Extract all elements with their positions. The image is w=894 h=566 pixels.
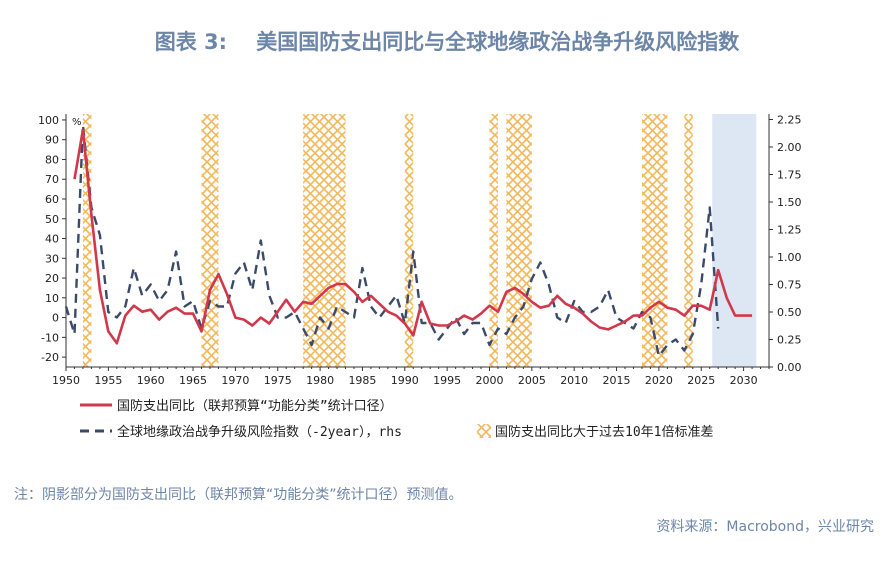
- y-right-tick-label-2.25: 2.25: [777, 114, 802, 127]
- y-right-tick-label-1.25: 1.25: [777, 224, 802, 237]
- y-right-tick-label-0.75: 0.75: [777, 279, 802, 292]
- hatch-band-1: [201, 114, 219, 367]
- x-tick-label-1980: 1980: [306, 374, 334, 387]
- x-tick-label-1975: 1975: [264, 374, 292, 387]
- legend-label-defense: 国防支出同比（联邦预算“功能分类”统计口径）: [117, 398, 393, 414]
- x-tick-label-1995: 1995: [433, 374, 461, 387]
- x-tick-label-2015: 2015: [603, 374, 631, 387]
- y-right-tick-label-0.00: 0.00: [777, 361, 802, 374]
- hatch-band-2: [303, 114, 346, 367]
- figure-note: 注：阴影部分为国防支出同比（联邦预算“功能分类”统计口径）预测值。: [14, 487, 463, 503]
- y-left-tick-label-40: 40: [45, 233, 59, 246]
- forecast-region: [712, 114, 757, 367]
- geo-risk-line: [64, 123, 720, 358]
- y-right-tick-label-2.00: 2.00: [777, 141, 802, 154]
- hatch-band-7: [684, 114, 693, 367]
- y-left-tick-label-70: 70: [45, 173, 59, 186]
- y-left-tick-label--20: -20: [41, 351, 59, 364]
- x-tick-label-1990: 1990: [391, 374, 419, 387]
- y-left-tick-label-80: 80: [45, 153, 59, 166]
- legend-label-geo-risk: 全球地缘政治战争升级风险指数（-2year），rhs: [117, 424, 402, 440]
- y-right-tick-label-1.00: 1.00: [777, 251, 802, 264]
- x-tick-label-1985: 1985: [348, 374, 376, 387]
- y-left-tick-label-20: 20: [45, 272, 59, 285]
- legend-swatch-hatch: [477, 424, 491, 438]
- y-right-tick-label-1.75: 1.75: [777, 169, 802, 182]
- legend-label-hatch: 国防支出同比大于过去10年1倍标准差: [495, 424, 713, 440]
- figure-source: 资料来源：Macrobond，兴业研究: [656, 519, 874, 535]
- y-left-tick-label-90: 90: [45, 134, 59, 147]
- hatch-band-6: [641, 114, 668, 367]
- x-tick-label-2000: 2000: [475, 374, 503, 387]
- x-tick-label-1950: 1950: [52, 374, 80, 387]
- hatch-band-5: [506, 114, 532, 367]
- y-left-tick-label-30: 30: [45, 252, 59, 265]
- y-left-tick-label--10: -10: [41, 331, 59, 344]
- y-left-tick-label-100: 100: [38, 114, 59, 127]
- figure-title: 图表 3: 美国国防支出同比与全球地缘政治战争升级风险指数: [154, 30, 740, 54]
- axes: 1950 1955 1960 1965 1970 1975 1980 1985 1990 1995…: [38, 114, 802, 388]
- y-left-tick-label-10: 10: [45, 292, 59, 305]
- y-left-tick-label-60: 60: [45, 193, 59, 206]
- x-tick-label-1955: 1955: [94, 374, 122, 387]
- x-tick-label-1970: 1970: [221, 374, 249, 387]
- x-tick-label-1965: 1965: [179, 374, 207, 387]
- forecast-shade: [712, 114, 757, 367]
- y-left-tick-label-50: 50: [45, 213, 59, 226]
- x-tick-label-2010: 2010: [560, 374, 588, 387]
- y-right-tick-label-1.50: 1.50: [777, 196, 802, 209]
- x-tick-label-1960: 1960: [137, 374, 165, 387]
- hatch-band-3: [404, 114, 414, 367]
- hatch-band-4: [489, 114, 498, 367]
- x-tick-label-2005: 2005: [518, 374, 546, 387]
- hatch-regions: [82, 114, 693, 367]
- legend: 国防支出同比（联邦预算“功能分类”统计口径） 全球地缘政治战争升级风险指数（-2y…: [80, 398, 713, 440]
- defense-spending-line: [73, 128, 753, 345]
- x-tick-label-2020: 2020: [645, 374, 673, 387]
- x-tick-label-2025: 2025: [687, 374, 715, 387]
- x-tick-label-2030: 2030: [730, 374, 758, 387]
- y-left-tick-label-0: 0: [52, 312, 59, 325]
- y-left-unit: %: [72, 117, 82, 128]
- y-right-tick-label-0.25: 0.25: [777, 334, 802, 347]
- hatch-band-0: [82, 114, 92, 367]
- series-lines: [64, 123, 753, 358]
- y-right-tick-label-0.50: 0.50: [777, 306, 802, 319]
